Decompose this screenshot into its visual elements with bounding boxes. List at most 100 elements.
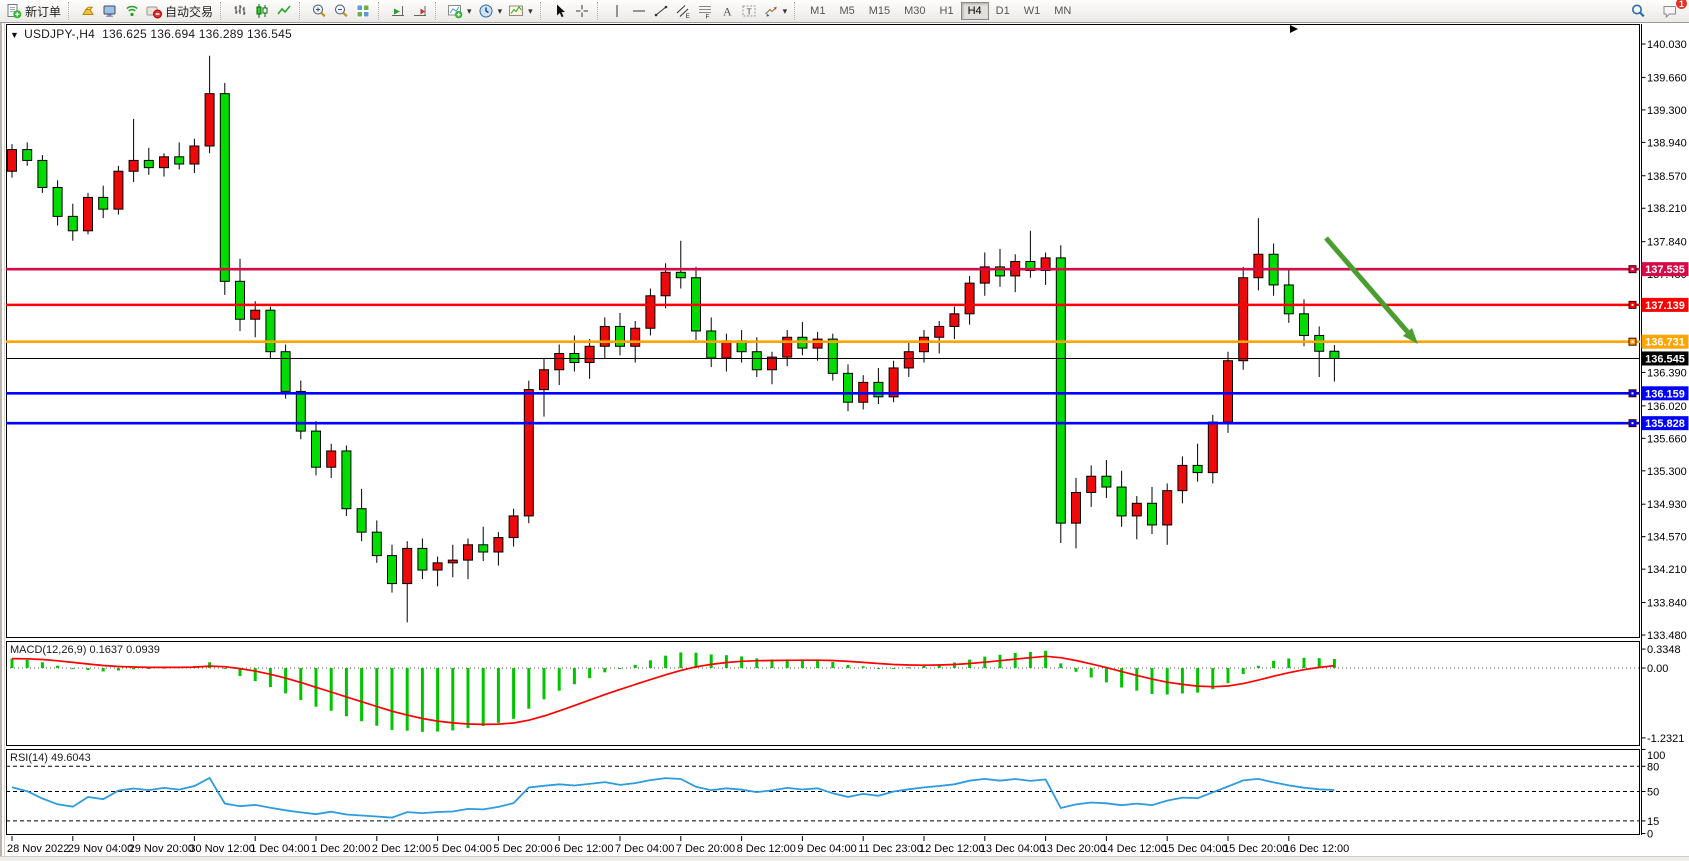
cursor-button[interactable] [549,1,571,21]
macd-bar [679,652,683,669]
terminal-icon [102,3,118,19]
macd-panel[interactable] [6,641,1640,746]
time-tick-label: 13 Dec 04:00 [980,843,1045,855]
new-order-button[interactable]: 新订单 [3,1,64,21]
macd-bar [527,668,531,709]
rsi-tick-label: 15 [1647,816,1659,828]
horizontal-line-object[interactable]: 135.828 [6,416,1689,431]
indicators-button[interactable]: ▾ [444,1,475,21]
periods-button[interactable]: ▾ [475,1,506,21]
bull-candle [1177,464,1188,492]
svg-text:F: F [705,14,709,20]
bull-candle [1040,257,1051,272]
line-chart-button[interactable] [273,1,295,21]
macd-bar [147,668,151,670]
macd-bar [1287,658,1291,669]
bear-candle [706,330,717,359]
auto-scroll-button[interactable] [387,1,409,21]
macd-bar [1256,665,1260,669]
terminal-button[interactable] [99,1,121,21]
timeframe-button-H1[interactable]: H1 [939,5,954,17]
price-axis[interactable]: 140.030 139.660 139.300 138.940 138.570 138.2… [1641,39,1687,642]
chart-shift-marker[interactable] [1290,25,1298,33]
timeframe-button-D1[interactable]: D1 [995,5,1010,17]
trendline-button[interactable] [650,1,672,21]
timeframe-button-M30[interactable]: M30 [904,5,926,17]
bar-chart-button[interactable] [229,1,251,21]
time-tick-label: 13 Dec 20:00 [1041,843,1106,855]
macd-bar [116,668,120,671]
horizontal-line-object[interactable]: 137.139 [6,297,1689,312]
text-button[interactable]: A [716,1,738,21]
bull-candle [888,367,899,398]
horizontal-line-object[interactable]: 136.159 [6,386,1689,401]
macd-axis[interactable]: 0.3348 0.00 -1.2321 [1641,644,1685,745]
crosshair-button[interactable] [571,1,593,21]
macd-bar [770,659,774,669]
macd-bar [1165,668,1169,695]
time-tick-label: 29 Nov 04:00 [68,843,133,855]
timeframe-button-H4[interactable]: H4 [960,2,989,20]
line-chart-icon [276,3,292,19]
svg-text:137.535: 137.535 [1645,264,1685,276]
macd-bar [603,668,607,673]
timeframe-button-M1[interactable]: M1 [810,5,826,17]
zoom-out-button[interactable] [330,1,352,21]
time-tick-label: 14 Dec 12:00 [1101,843,1166,855]
new-order-icon [6,3,22,19]
horizontal-line-button[interactable] [628,1,650,21]
template-icon [508,3,524,19]
gold-button[interactable] [77,1,99,21]
chevron-down-icon: ▾ [782,5,788,16]
vertical-line-button[interactable] [606,1,628,21]
time-tick-label: 28 Nov 2022 [7,843,69,855]
timeframe-button-M5[interactable]: M5 [839,5,855,17]
horizontal-line-object[interactable]: 136.731 [6,334,1689,349]
symbol-dropdown-icon[interactable]: ▼ [10,30,20,40]
horizontal-line-object[interactable]: 137.535 [6,262,1689,277]
price-tick-label: 133.840 [1647,598,1687,610]
timeframe-group: M1 M5 M15 M30 H1 H4 D1 W1 MN [803,2,1078,20]
macd-bar [420,668,424,732]
zoom-in-button[interactable] [308,1,330,21]
macd-bar [1196,668,1200,693]
clock-icon [478,3,494,19]
macd-bar [268,668,272,687]
timeframe-button-W1[interactable]: W1 [1023,5,1041,17]
trendline-icon [653,3,669,19]
bull-candle [979,266,990,284]
bear-candle [843,372,853,403]
macd-signal-line [11,655,1335,726]
tile-windows-button[interactable] [352,1,374,21]
timeframe-button-MN[interactable]: MN [1054,5,1072,17]
channel-button[interactable]: E [672,1,694,21]
fibonacci-icon: F [697,3,713,19]
price-tick-label: 135.300 [1647,466,1687,478]
price-tick-label: 139.660 [1647,72,1687,84]
macd-bar [709,654,713,669]
shapes-button[interactable]: ▾ [760,1,791,21]
timeframe-button-M15[interactable]: M15 [868,5,891,17]
signals-button[interactable] [121,1,143,21]
bear-candle [1192,464,1203,474]
main-chart-panel[interactable] [6,24,1640,638]
channel-icon: E [675,3,691,19]
window-left-frame [0,23,5,856]
bull-candle [630,327,641,347]
price-tick-label: 136.020 [1647,401,1687,413]
text-label-button[interactable]: T [738,1,760,21]
candlestick-chart-button[interactable] [251,1,273,21]
macd-bar [10,658,14,669]
chart-shift-button[interactable] [409,1,431,21]
autotrading-button[interactable]: 自动交易 [143,1,216,21]
search-button[interactable] [1627,1,1649,21]
fibonacci-button[interactable]: F [694,1,716,21]
trend-arrow-annotation[interactable] [1324,236,1418,344]
bear-candle [387,555,397,585]
vertical-line-icon [609,3,625,19]
chat-button[interactable]: 1 [1659,0,1688,21]
templates-button[interactable]: ▾ [505,1,536,21]
